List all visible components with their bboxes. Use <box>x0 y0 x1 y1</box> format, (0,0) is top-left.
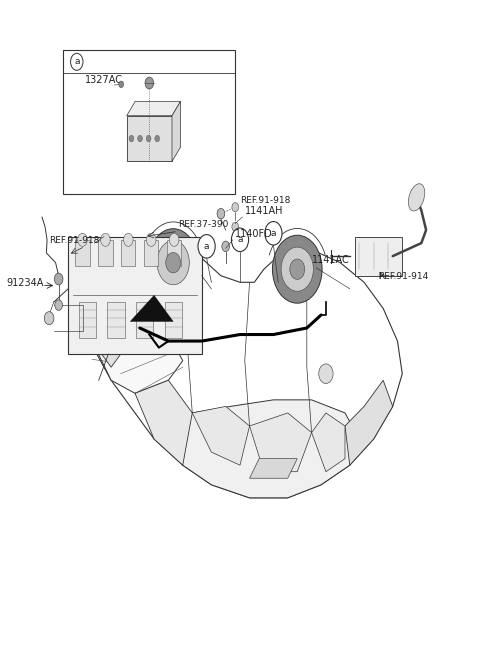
Text: a: a <box>74 57 80 66</box>
Polygon shape <box>92 321 120 367</box>
Circle shape <box>101 234 110 247</box>
Circle shape <box>232 203 239 212</box>
Polygon shape <box>312 413 345 472</box>
Text: 1141AC: 1141AC <box>312 255 349 264</box>
Circle shape <box>138 135 143 142</box>
Bar <box>79 302 96 338</box>
Bar <box>108 302 124 338</box>
Circle shape <box>71 53 83 70</box>
Bar <box>136 302 153 338</box>
Circle shape <box>55 300 62 310</box>
Circle shape <box>129 135 134 142</box>
Text: 1140FD: 1140FD <box>235 228 273 239</box>
Text: REF.91-918: REF.91-918 <box>49 236 99 245</box>
Polygon shape <box>164 400 360 498</box>
Bar <box>165 302 182 338</box>
Polygon shape <box>192 406 250 465</box>
Circle shape <box>44 312 54 325</box>
Text: REF.37-390: REF.37-390 <box>178 220 228 229</box>
Text: 1141AH: 1141AH <box>245 206 283 216</box>
Text: REF.91-914: REF.91-914 <box>378 272 429 281</box>
Circle shape <box>222 241 229 251</box>
Bar <box>121 240 135 266</box>
Circle shape <box>319 364 333 384</box>
Ellipse shape <box>408 184 425 211</box>
Polygon shape <box>250 459 297 478</box>
Circle shape <box>146 234 156 247</box>
Text: a: a <box>271 229 276 237</box>
Polygon shape <box>250 413 312 472</box>
Circle shape <box>145 77 154 89</box>
Circle shape <box>281 247 313 291</box>
Bar <box>98 240 113 266</box>
Circle shape <box>198 235 215 258</box>
Text: 1327AC: 1327AC <box>85 75 123 85</box>
Circle shape <box>123 234 133 247</box>
Circle shape <box>155 135 159 142</box>
Polygon shape <box>172 101 180 161</box>
Bar <box>167 240 181 266</box>
Polygon shape <box>127 101 180 115</box>
Polygon shape <box>68 237 202 354</box>
Circle shape <box>148 229 198 297</box>
Circle shape <box>78 234 87 247</box>
Polygon shape <box>92 243 402 498</box>
Polygon shape <box>135 380 192 465</box>
Circle shape <box>273 236 322 303</box>
Circle shape <box>119 81 123 88</box>
Polygon shape <box>127 115 172 161</box>
Circle shape <box>290 259 305 279</box>
Circle shape <box>166 253 180 273</box>
Polygon shape <box>345 380 393 465</box>
Polygon shape <box>130 295 173 321</box>
Circle shape <box>146 135 151 142</box>
Bar <box>75 240 90 266</box>
Circle shape <box>232 222 239 232</box>
Circle shape <box>265 222 282 245</box>
Polygon shape <box>63 51 235 194</box>
Circle shape <box>169 234 179 247</box>
Text: 91234A: 91234A <box>6 277 44 287</box>
Circle shape <box>217 209 225 219</box>
Polygon shape <box>92 308 183 394</box>
Circle shape <box>157 241 189 285</box>
Polygon shape <box>355 237 402 276</box>
Text: a: a <box>237 236 243 244</box>
Circle shape <box>54 273 63 285</box>
Circle shape <box>231 228 249 251</box>
Bar <box>144 240 158 266</box>
Text: REF.91-918: REF.91-918 <box>240 195 290 205</box>
Text: a: a <box>204 242 209 251</box>
